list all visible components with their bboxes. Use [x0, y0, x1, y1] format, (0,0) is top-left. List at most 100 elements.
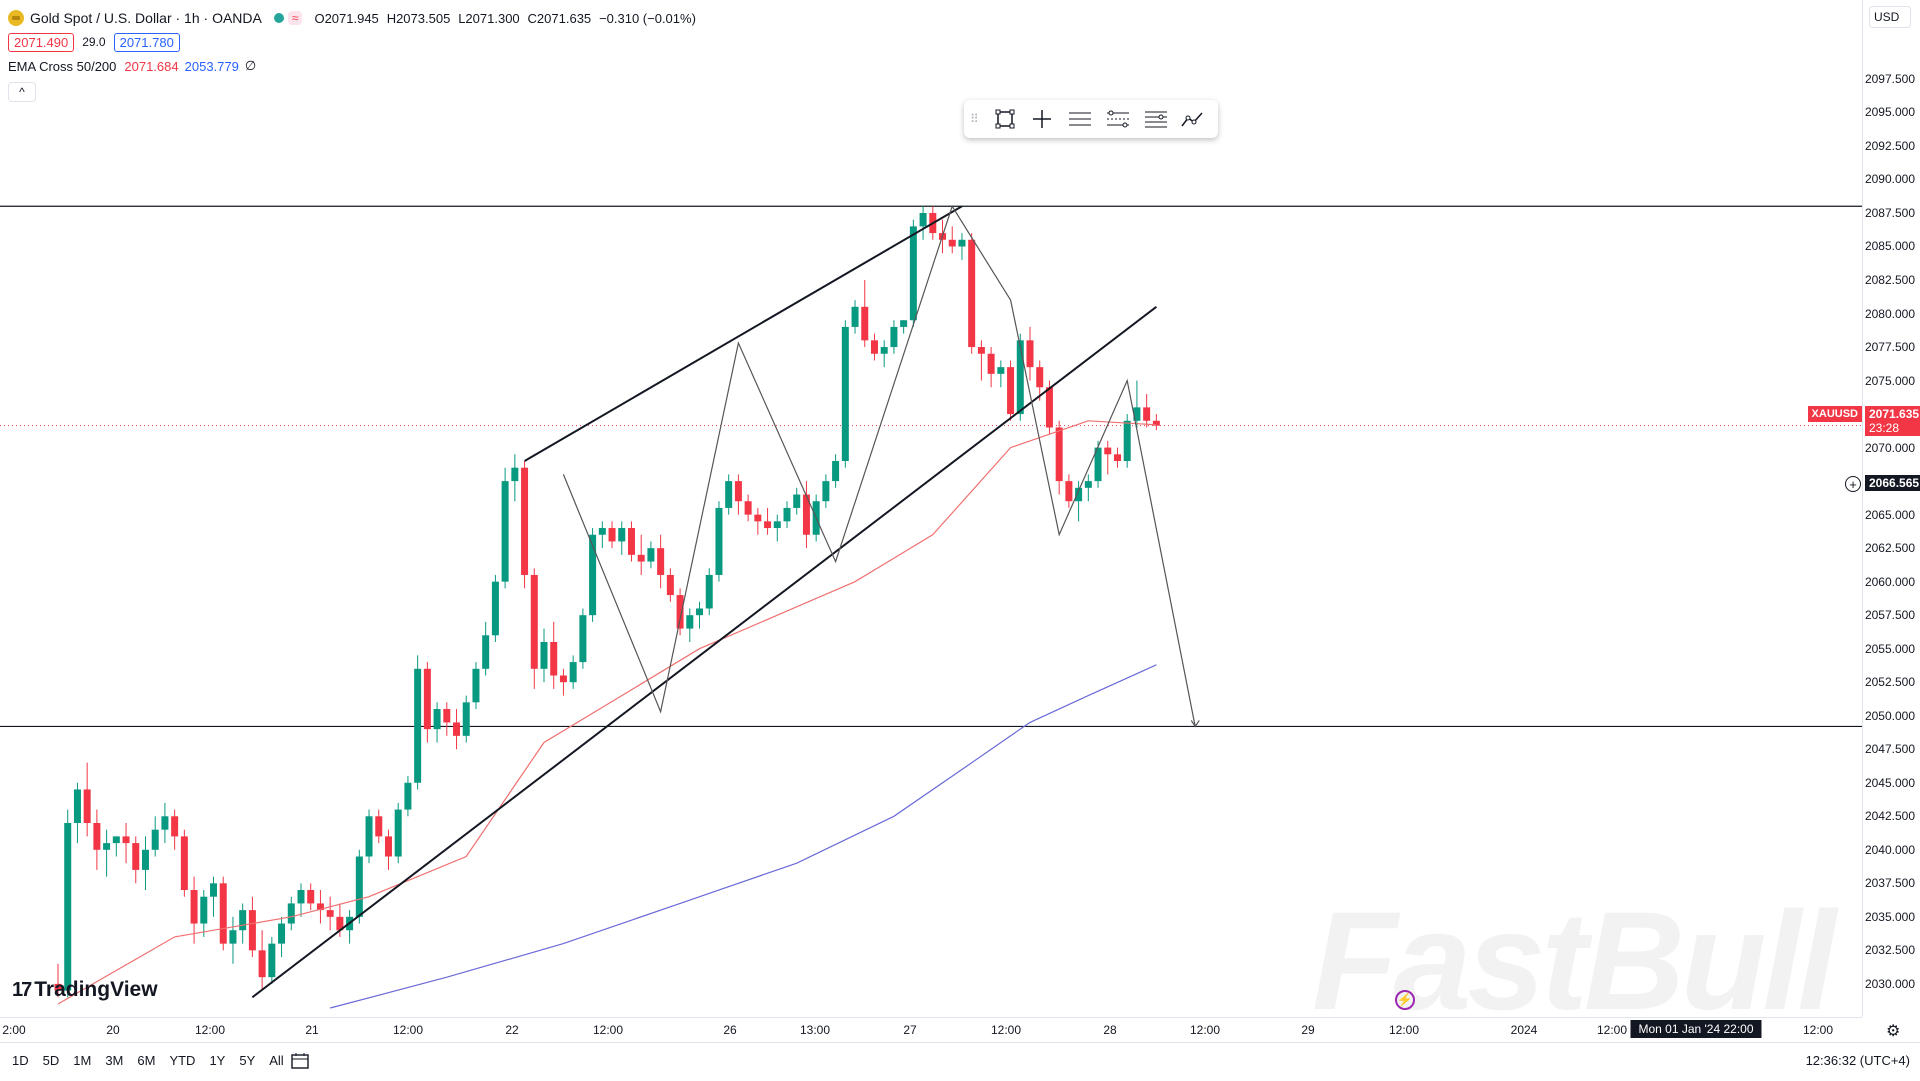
candle-body	[764, 521, 772, 529]
candle	[1084, 474, 1092, 502]
candle-body	[715, 507, 723, 575]
gold-symbol-icon	[8, 10, 24, 26]
drag-handle-icon[interactable]: ⠿	[970, 112, 979, 126]
range-button-3m[interactable]: 3M	[105, 1053, 124, 1068]
range-button-5d[interactable]: 5D	[42, 1053, 60, 1068]
buy-price-button[interactable]: 2071.780	[113, 32, 180, 52]
parallel-channel-tool-button[interactable]	[1099, 104, 1137, 134]
gear-icon[interactable]: ⚙	[1886, 1023, 1901, 1040]
price-tick-label: 2052.500	[1864, 675, 1915, 690]
candle-body	[1075, 487, 1083, 502]
candle	[1133, 380, 1141, 428]
rectangle-tool-button[interactable]	[986, 104, 1024, 134]
candle-body	[909, 226, 917, 321]
candle	[618, 521, 626, 555]
range-button-6m[interactable]: 6M	[137, 1053, 156, 1068]
time-tick-label: 12:00	[1802, 1023, 1834, 1037]
range-button-1d[interactable]: 1D	[12, 1053, 29, 1068]
candle	[832, 454, 840, 488]
candle	[997, 360, 1005, 388]
candle	[190, 876, 198, 944]
candle-body	[997, 367, 1005, 374]
candle	[1152, 414, 1160, 431]
range-button-all[interactable]: All	[269, 1053, 284, 1068]
tradingview-logo-text: TradingView	[34, 978, 158, 1001]
time-tick-label: 12:00	[1388, 1023, 1420, 1037]
candle	[491, 574, 499, 642]
candle-body	[161, 816, 169, 830]
candle-body	[326, 910, 334, 917]
candle	[521, 460, 529, 589]
candle-body	[210, 883, 218, 897]
currency-selector[interactable]: USD	[1869, 6, 1911, 28]
candle-body	[783, 507, 791, 522]
price-tick-label: 2062.500	[1864, 541, 1915, 556]
candle	[161, 802, 169, 844]
price-chart[interactable]	[0, 0, 1862, 1017]
time-tick-label: 12:00	[1596, 1023, 1628, 1037]
arrow-head	[1190, 720, 1200, 728]
candle	[453, 709, 461, 750]
wave-badge: ≈	[287, 11, 303, 25]
candle-body	[239, 910, 247, 931]
candle-body	[1143, 407, 1151, 421]
candle-body	[83, 789, 91, 823]
path-icon	[1181, 112, 1203, 127]
candle-body	[725, 481, 733, 508]
ema-indicator-legend[interactable]: EMA Cross 50/200 2071.684 2053.779 ∅	[8, 54, 700, 78]
candle	[550, 621, 558, 689]
price-tick-label: 2075.000	[1864, 373, 1915, 388]
lightning-icon[interactable]: ⚡	[1395, 990, 1415, 1010]
candle	[540, 628, 548, 683]
time-axis[interactable]: 2:00 20 12:00 21 12:00 22 12:00 26 13:00 27 12:00 2…	[0, 1017, 1862, 1043]
time-tick-label: 12:00	[592, 1023, 624, 1037]
candle-body	[627, 528, 635, 555]
range-button-1y[interactable]: 1Y	[209, 1053, 226, 1068]
range-buttons: 1D 5D 1M 3M 6M YTD 1Y 5Y All	[12, 1053, 284, 1068]
symbol-title[interactable]: Gold Spot / U.S. Dollar · 1h · OANDA	[30, 10, 262, 26]
sell-price-button[interactable]: 2071.490	[8, 32, 75, 52]
market-status-icon	[273, 13, 284, 23]
candle	[715, 501, 723, 582]
candle-body	[307, 890, 315, 904]
candle-body	[171, 816, 179, 837]
horizontal-lines-tool-button[interactable]	[1061, 104, 1099, 134]
symbol-price-tag: XAUUSD	[1807, 406, 1862, 422]
price-axis[interactable]: USD 2097.500 2095.000 2092.500 2090.000 2087…	[1862, 0, 1920, 1017]
add-plus-icon[interactable]: +	[1845, 476, 1861, 492]
range-button-1m[interactable]: 1M	[73, 1053, 92, 1068]
fib-tool-button[interactable]	[1137, 104, 1175, 134]
clock-timezone[interactable]: 12:36:32 (UTC+4)	[1805, 1053, 1910, 1068]
candle	[627, 521, 635, 562]
candle	[1123, 414, 1131, 468]
candle	[1075, 481, 1083, 522]
chevron-up-icon: ^	[19, 85, 25, 99]
crosshair-tool-button[interactable]	[1024, 104, 1062, 134]
candle	[530, 568, 538, 689]
candle-body	[180, 836, 188, 891]
candle	[346, 910, 354, 944]
ema-fast-value: 2071.684	[124, 58, 179, 74]
candle-body	[598, 528, 606, 535]
path-tool-button[interactable]	[1174, 104, 1212, 134]
candle	[501, 467, 509, 589]
close-value: C2071.635	[527, 11, 592, 26]
candle	[151, 816, 159, 857]
candle	[64, 809, 72, 998]
candle	[686, 608, 694, 642]
candle	[734, 474, 742, 515]
candle-body	[64, 822, 72, 991]
price-tick-label: 2060.000	[1864, 574, 1915, 589]
candle-body	[579, 615, 587, 663]
candle	[414, 655, 422, 790]
range-button-ytd[interactable]: YTD	[169, 1053, 196, 1068]
candle	[657, 534, 665, 589]
collapse-legend-button[interactable]: ^	[8, 82, 36, 102]
crosshair-time-tag: Mon 01 Jan '24 22:00	[1630, 1020, 1762, 1038]
drawing-floating-toolbar[interactable]: ⠿	[964, 100, 1218, 138]
calendar-icon[interactable]	[290, 1052, 310, 1070]
range-button-5y[interactable]: 5Y	[239, 1053, 256, 1068]
candle-body	[773, 521, 781, 529]
candle	[83, 762, 91, 837]
candle-body	[122, 836, 130, 844]
